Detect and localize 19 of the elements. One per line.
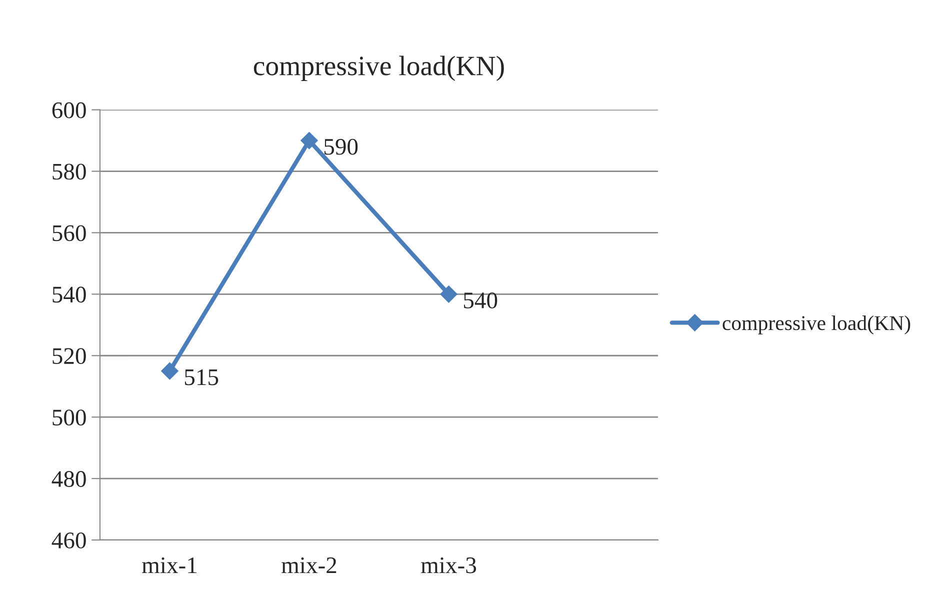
x-tick-label: mix-2: [282, 557, 336, 574]
y-tick-label: 460: [52, 532, 86, 548]
x-tick-label: mix-3: [421, 557, 476, 574]
point: [161, 362, 178, 380]
legend-label: compressive load(KN): [722, 316, 910, 334]
data-label: 515: [184, 369, 218, 386]
point: [300, 132, 318, 150]
y-tick-label: 580: [52, 164, 86, 180]
chart-title: compressive load(KN): [254, 56, 504, 81]
y-tick-label: 560: [52, 225, 86, 242]
y-tick-label: 520: [52, 348, 86, 364]
y-tick-label: 500: [52, 410, 86, 426]
x-tick-label: mix-1: [142, 557, 197, 574]
point: [440, 286, 458, 303]
data-label: 540: [464, 292, 498, 308]
data-label: 590: [324, 138, 358, 155]
y-tick-label: 600: [52, 102, 86, 118]
y-tick-label: 480: [52, 471, 86, 487]
y-tick-label: 540: [52, 286, 86, 303]
